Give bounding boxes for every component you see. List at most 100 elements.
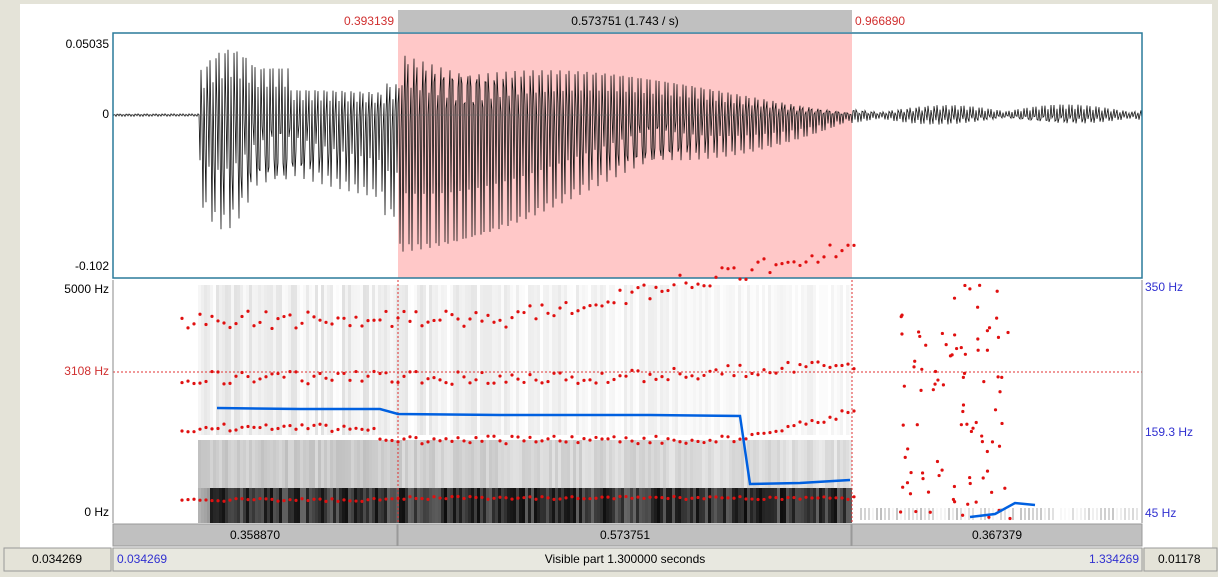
spec-band (471, 285, 474, 435)
formant-dot (606, 380, 610, 385)
formant-dot (918, 334, 922, 339)
visible-bar[interactable] (112, 547, 1143, 572)
spec-band (660, 488, 663, 523)
formant-dot (786, 260, 790, 264)
formant-dot (300, 379, 304, 383)
spec-band (270, 440, 273, 488)
wave-max-label: 0.05035 (66, 37, 110, 51)
spec-band (636, 488, 639, 523)
formant-dot (414, 369, 418, 374)
spec-band (765, 285, 768, 435)
spec-band (474, 285, 477, 435)
formant-dot (456, 436, 460, 440)
formant-dot (987, 515, 991, 519)
total-right-button[interactable] (1143, 547, 1218, 572)
spec-band (237, 488, 240, 523)
spec-band (480, 488, 483, 523)
formant-dot (648, 495, 652, 499)
spec-band (537, 440, 540, 488)
spec-band (438, 285, 441, 435)
spec-band (264, 285, 267, 435)
spec-band (681, 488, 684, 523)
formant-dot (950, 353, 954, 357)
formant-dot (816, 260, 820, 264)
segment-button[interactable] (397, 523, 852, 547)
formant-dot (432, 495, 436, 499)
formant-dot (774, 429, 778, 433)
formant-dot (708, 495, 712, 499)
spec-band (378, 488, 381, 523)
formant-dot (690, 496, 694, 500)
spec-band (896, 508, 898, 520)
spec-band (531, 488, 534, 523)
spec-band (780, 488, 783, 523)
selection-bar[interactable] (398, 10, 852, 32)
spec-band (864, 508, 866, 520)
spec-band (588, 285, 591, 435)
formant-dot (816, 496, 820, 500)
formant-dot (528, 372, 532, 377)
spec-band (495, 488, 498, 523)
formant-dot (234, 321, 238, 326)
spec-band (285, 488, 288, 523)
spec-band (768, 285, 771, 435)
formant-dot (738, 363, 742, 367)
formant-dot (908, 492, 913, 496)
waveform-path (112, 49, 1143, 252)
formant-dot (276, 499, 280, 503)
spec-band (423, 488, 426, 523)
formant-dot (612, 497, 616, 501)
spec-band (264, 440, 267, 488)
formant-dot (834, 496, 838, 500)
spec-band (315, 440, 318, 488)
spec-band (1124, 508, 1126, 520)
spec-band (1108, 508, 1110, 520)
spec-band (510, 285, 513, 435)
spec-band (459, 285, 462, 435)
formant-dot (996, 375, 1000, 379)
spec-band (726, 440, 729, 488)
formant-dot (612, 377, 616, 382)
spec-band (771, 488, 774, 523)
spec-band (504, 440, 507, 488)
spec-band (1092, 508, 1094, 520)
spec-band (618, 440, 621, 488)
spec-band (924, 508, 926, 520)
total-left-button[interactable] (3, 547, 112, 572)
formant-dot (210, 314, 214, 318)
spec-band (819, 285, 822, 435)
spec-band (783, 285, 786, 435)
formant-dot (438, 318, 442, 322)
spec-band (333, 285, 336, 435)
spec-band (711, 488, 714, 523)
spec-band (501, 285, 504, 435)
spec-band (555, 488, 558, 523)
formant-dot (264, 423, 268, 427)
spec-band (888, 508, 890, 520)
spec-band (312, 440, 315, 488)
spec-band (807, 440, 810, 488)
formant-dot (594, 303, 598, 307)
spec-band (390, 488, 393, 523)
formant-dot (588, 378, 592, 382)
spec-band (705, 285, 708, 435)
spec-band (759, 440, 762, 488)
formant-dot (534, 317, 538, 321)
formant-dot (288, 498, 292, 502)
segment-button[interactable] (851, 523, 1143, 547)
formant-dot (492, 434, 496, 438)
spec-band (462, 488, 465, 523)
formant-dot (570, 375, 574, 379)
spec-band (333, 488, 336, 523)
spec-band (717, 285, 720, 435)
spec-band (288, 440, 291, 488)
formant-dot (804, 365, 808, 369)
formant-dot (354, 426, 358, 430)
formant-dot (672, 494, 676, 499)
formant-dot (909, 470, 913, 475)
spec-band (585, 440, 588, 488)
spec-band (648, 488, 651, 523)
formant-dot (612, 435, 616, 439)
segment-button[interactable] (112, 523, 398, 547)
formant-dot (432, 376, 436, 380)
